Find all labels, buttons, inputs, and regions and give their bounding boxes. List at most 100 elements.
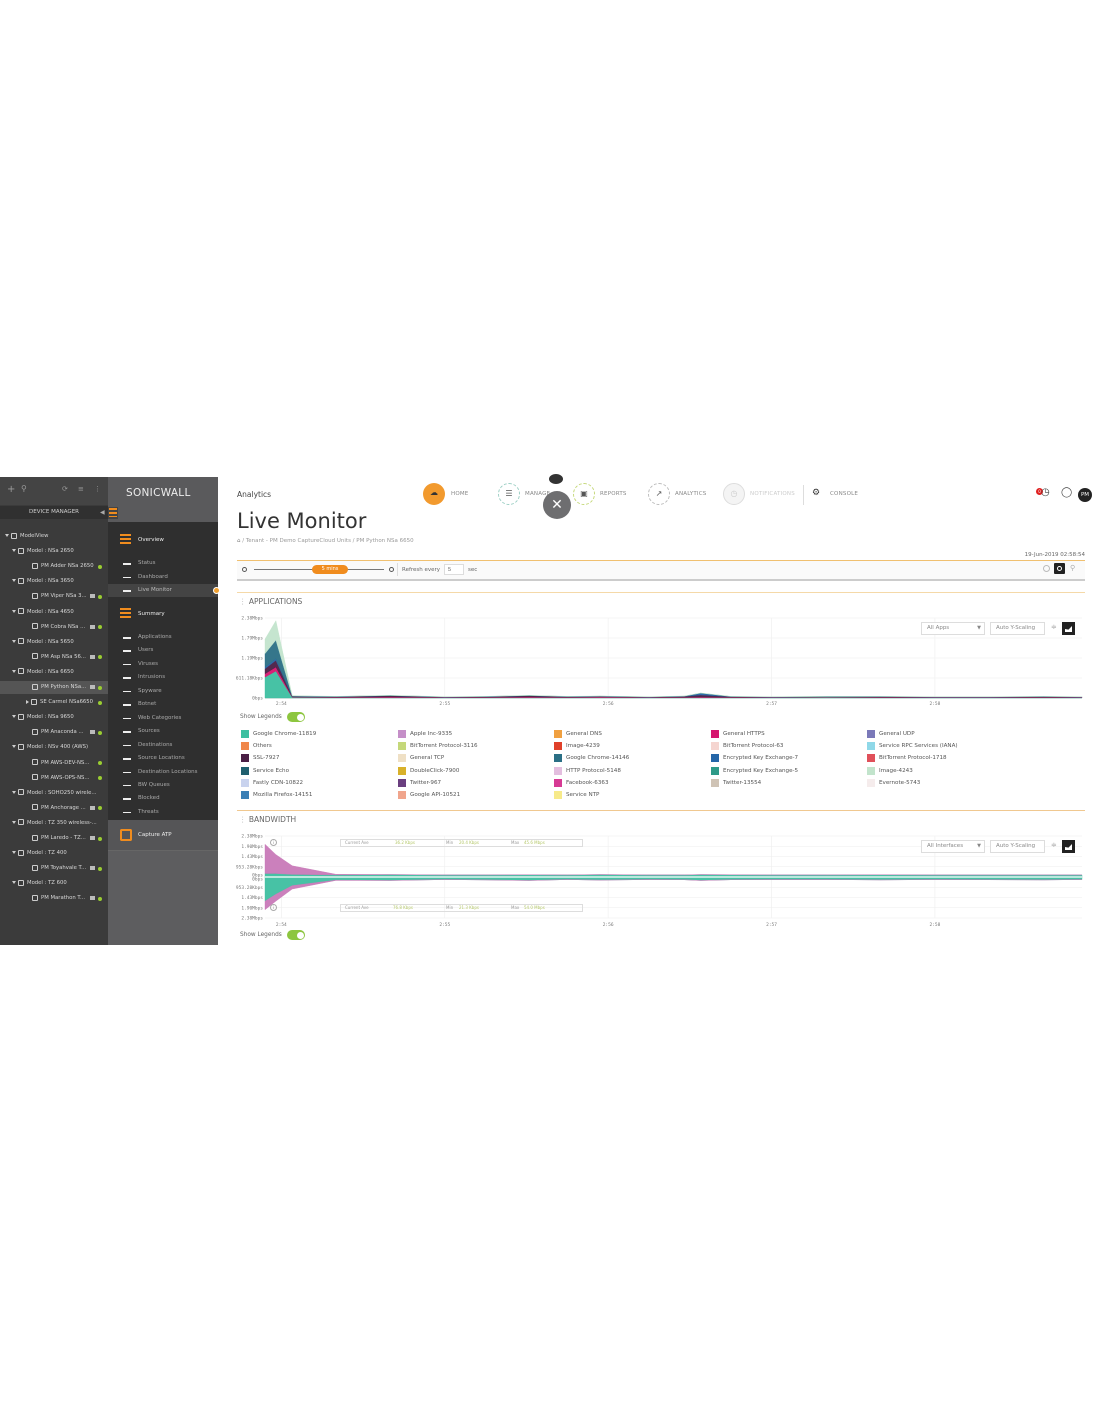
- expand-arrow-icon[interactable]: [12, 881, 16, 885]
- tree-item[interactable]: PM Viper NSa 3...: [0, 590, 108, 603]
- tree-item[interactable]: Model : NSv 400 (AWS): [0, 741, 108, 754]
- sidebar-section-overview[interactable]: Overview: [108, 534, 218, 546]
- apps-y-scaling-button[interactable]: Auto Y-Scaling: [990, 622, 1045, 635]
- checkbox[interactable]: [32, 683, 38, 690]
- tree-item[interactable]: Model : TZ 350 wireless-...: [0, 817, 108, 830]
- list-icon[interactable]: ≡: [78, 485, 84, 493]
- monitor-icon[interactable]: [90, 685, 95, 689]
- tree-item[interactable]: PM AWS-OPS-NS...: [0, 772, 108, 785]
- interfaces-filter-select[interactable]: All Interfaces ▼: [921, 840, 985, 853]
- tree-item[interactable]: PM Asp NSa 56...: [0, 651, 108, 664]
- checkbox[interactable]: [32, 623, 38, 630]
- legend-item[interactable]: SSL-7927: [241, 754, 279, 764]
- checkbox[interactable]: [32, 774, 38, 781]
- bw-y-scaling-button[interactable]: Auto Y-Scaling: [990, 840, 1045, 853]
- home-icon[interactable]: ⌂: [237, 538, 241, 544]
- checkbox[interactable]: [32, 804, 38, 811]
- close-overlay-button[interactable]: ✕: [543, 491, 571, 519]
- pause-icon[interactable]: [1043, 565, 1050, 572]
- checkbox[interactable]: [32, 894, 38, 901]
- legend-item[interactable]: Google API-10521: [398, 791, 460, 801]
- nav-manage-button[interactable]: ☰: [498, 483, 520, 505]
- expand-arrow-icon[interactable]: [12, 669, 16, 673]
- tree-item[interactable]: Model : NSa 2650: [0, 545, 108, 558]
- refresh-interval-input[interactable]: [444, 564, 464, 575]
- apps-filter-select[interactable]: All Apps ▼: [921, 622, 985, 635]
- checkbox[interactable]: [18, 819, 24, 826]
- legend-item[interactable]: Image-4239: [554, 742, 600, 752]
- checkbox[interactable]: [18, 638, 24, 645]
- tree-item[interactable]: Model : TZ 400: [0, 847, 108, 860]
- sidebar-item-status[interactable]: Status: [108, 557, 218, 570]
- avatar[interactable]: PM: [1078, 488, 1092, 502]
- show-legends-toggle[interactable]: [287, 712, 305, 722]
- checkbox[interactable]: [18, 789, 24, 796]
- checkbox[interactable]: [18, 668, 24, 675]
- tree-item[interactable]: SE Carmel NSa6650: [0, 696, 108, 709]
- legend-item[interactable]: General UDP: [867, 730, 915, 740]
- legend-item[interactable]: Image-4243: [867, 766, 913, 777]
- sidebar-item-destinations[interactable]: Destinations: [108, 739, 218, 752]
- expand-arrow-icon[interactable]: [12, 820, 16, 824]
- plus-icon[interactable]: +: [7, 484, 16, 495]
- tree-item[interactable]: Model : NSa 6650: [0, 666, 108, 679]
- expand-arrow-icon[interactable]: [12, 579, 16, 583]
- nav-reports-label[interactable]: REPORTS: [600, 491, 627, 497]
- checkbox[interactable]: [18, 577, 24, 584]
- legend-item[interactable]: General TCP: [398, 754, 444, 764]
- sidebar-item-blocked[interactable]: Blocked: [108, 792, 218, 805]
- line-chart-icon[interactable]: ≑: [1051, 841, 1057, 849]
- monitor-icon[interactable]: [90, 654, 95, 659]
- expand-arrow-icon[interactable]: [12, 745, 16, 749]
- tree-item[interactable]: PM Toyahvale T...: [0, 862, 108, 875]
- tree-item[interactable]: PM Adder NSa 2650: [0, 560, 108, 573]
- drag-handle-icon[interactable]: ⋮: [239, 815, 247, 824]
- collapse-arrow-icon[interactable]: ◀: [100, 509, 105, 516]
- nav-home-button[interactable]: ☁: [423, 483, 445, 505]
- nav-analytics-label[interactable]: ANALYTICS: [675, 491, 707, 497]
- checkbox[interactable]: [18, 608, 24, 614]
- legend-item[interactable]: General DNS: [554, 730, 602, 740]
- expand-arrow-icon[interactable]: [12, 549, 16, 553]
- checkbox[interactable]: [31, 698, 37, 705]
- legend-item[interactable]: Service Echo: [241, 766, 289, 777]
- more-icon[interactable]: ⋮: [94, 485, 101, 493]
- expand-arrow-icon[interactable]: [5, 534, 9, 537]
- legend-item[interactable]: Service NTP: [554, 791, 599, 801]
- breadcrumb-item[interactable]: PM Python NSa 6650: [356, 538, 414, 544]
- time-window-handle[interactable]: 5 mins: [312, 565, 348, 574]
- legend-item[interactable]: Encrypted Key Exchange-5: [711, 766, 798, 777]
- legend-item[interactable]: Twitter-13554: [711, 778, 761, 789]
- legend-item[interactable]: BitTorrent Protocol-1718: [867, 754, 947, 764]
- legend-item[interactable]: Service RPC Services (IANA): [867, 742, 958, 752]
- monitor-icon[interactable]: [90, 594, 95, 599]
- tree-item[interactable]: Model : TZ 600: [0, 877, 108, 890]
- tree-item[interactable]: Model : NSa 5650: [0, 636, 108, 649]
- checkbox[interactable]: [32, 834, 38, 841]
- sidebar-item-spyware[interactable]: Spyware: [108, 685, 218, 698]
- gear-icon[interactable]: ⚙: [812, 488, 821, 498]
- show-legends-toggle[interactable]: [287, 930, 305, 940]
- tree-item[interactable]: PM Cobra NSa ...: [0, 621, 108, 634]
- checkbox[interactable]: [32, 562, 38, 569]
- tree-item[interactable]: PM Laredo - TZ...: [0, 832, 108, 845]
- menu-toggle-button[interactable]: [108, 507, 118, 519]
- sidebar-item-web-categories[interactable]: Web Categories: [108, 712, 218, 725]
- tree-item[interactable]: Model : SOHO250 wirele...: [0, 787, 108, 800]
- sidebar-item-applications[interactable]: Applications: [108, 631, 218, 644]
- legend-item[interactable]: BitTorrent Protocol-63: [711, 742, 784, 752]
- monitor-icon[interactable]: [90, 836, 95, 840]
- tree-item[interactable]: PM Anchorage ...: [0, 802, 108, 815]
- sidebar-item-source-locations[interactable]: Source Locations: [108, 752, 218, 765]
- nav-analytics-button[interactable]: ↗: [648, 483, 670, 505]
- sidebar-section-summary[interactable]: Summary: [108, 608, 218, 620]
- legend-item[interactable]: HTTP Protocol-5148: [554, 766, 621, 777]
- legend-item[interactable]: Google Chrome-14146: [554, 754, 629, 764]
- sidebar-item-users[interactable]: Users: [108, 644, 218, 657]
- info-icon[interactable]: i: [270, 839, 277, 846]
- legend-item[interactable]: Mozilla Firefox-14151: [241, 791, 312, 801]
- sidebar-item-sources[interactable]: Sources: [108, 725, 218, 738]
- location-pin-icon[interactable]: ⚲: [1070, 564, 1076, 572]
- monitor-icon[interactable]: [90, 896, 95, 901]
- tree-item[interactable]: Model : NSa 3650: [0, 575, 108, 588]
